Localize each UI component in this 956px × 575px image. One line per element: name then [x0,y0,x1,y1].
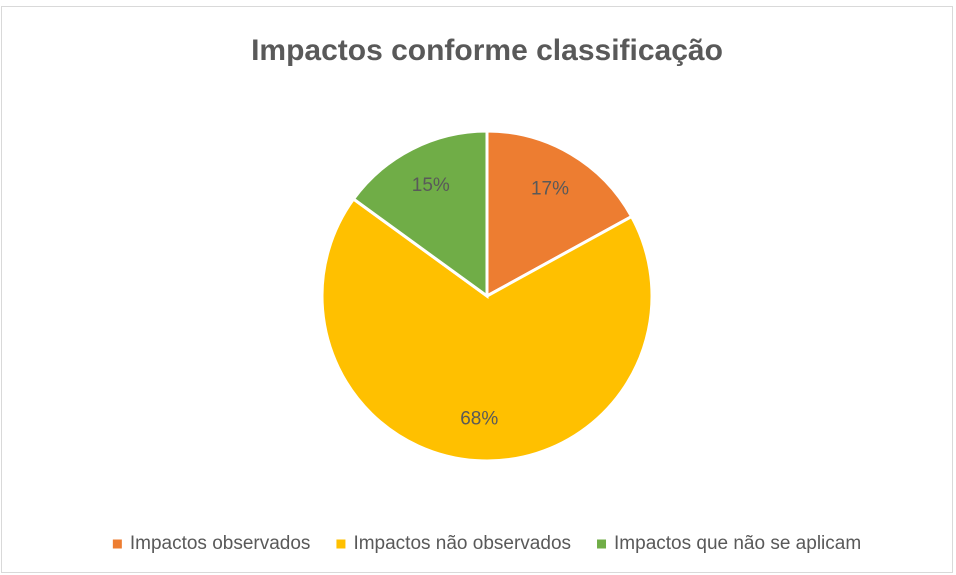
legend-label: Impactos não observados [353,533,571,554]
pie-slice [485,129,634,299]
legend-swatch [597,539,607,549]
legend-label: Impactos que não se aplicam [614,533,861,554]
legend-label: Impactos observados [130,533,311,554]
pie-slice [320,196,654,463]
chart-title: Impactos conforme classificação [251,34,723,67]
data-label: 17% [531,178,569,199]
data-label: 15% [412,175,450,196]
data-label: 68% [460,409,498,430]
legend-swatch [336,539,346,549]
legend-swatch [112,539,122,549]
pie-slice [351,129,489,299]
